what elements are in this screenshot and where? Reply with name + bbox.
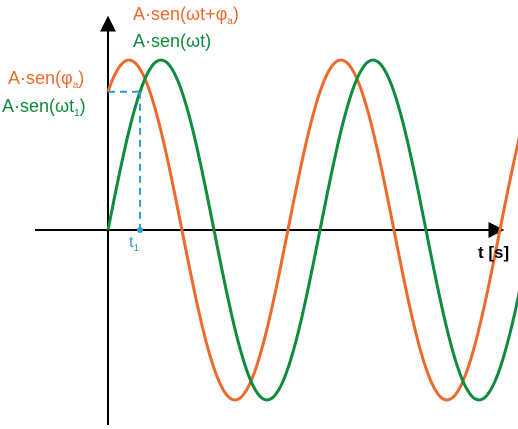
series-line-phase-shifted	[106, 58, 518, 402]
series-line-reference	[106, 58, 518, 402]
t1-marker	[137, 227, 144, 233]
t1-label: t1	[129, 234, 140, 254]
series-label-phase-shifted: A·sen(ωt+φa)	[133, 4, 239, 27]
series-label-reference: A·sen(ωt)	[133, 31, 212, 51]
amplitude-label: A·sen(φa)	[8, 68, 85, 91]
point-label: A·sen(ωt1)	[2, 96, 86, 119]
x-axis-label: t [s]	[478, 243, 510, 262]
